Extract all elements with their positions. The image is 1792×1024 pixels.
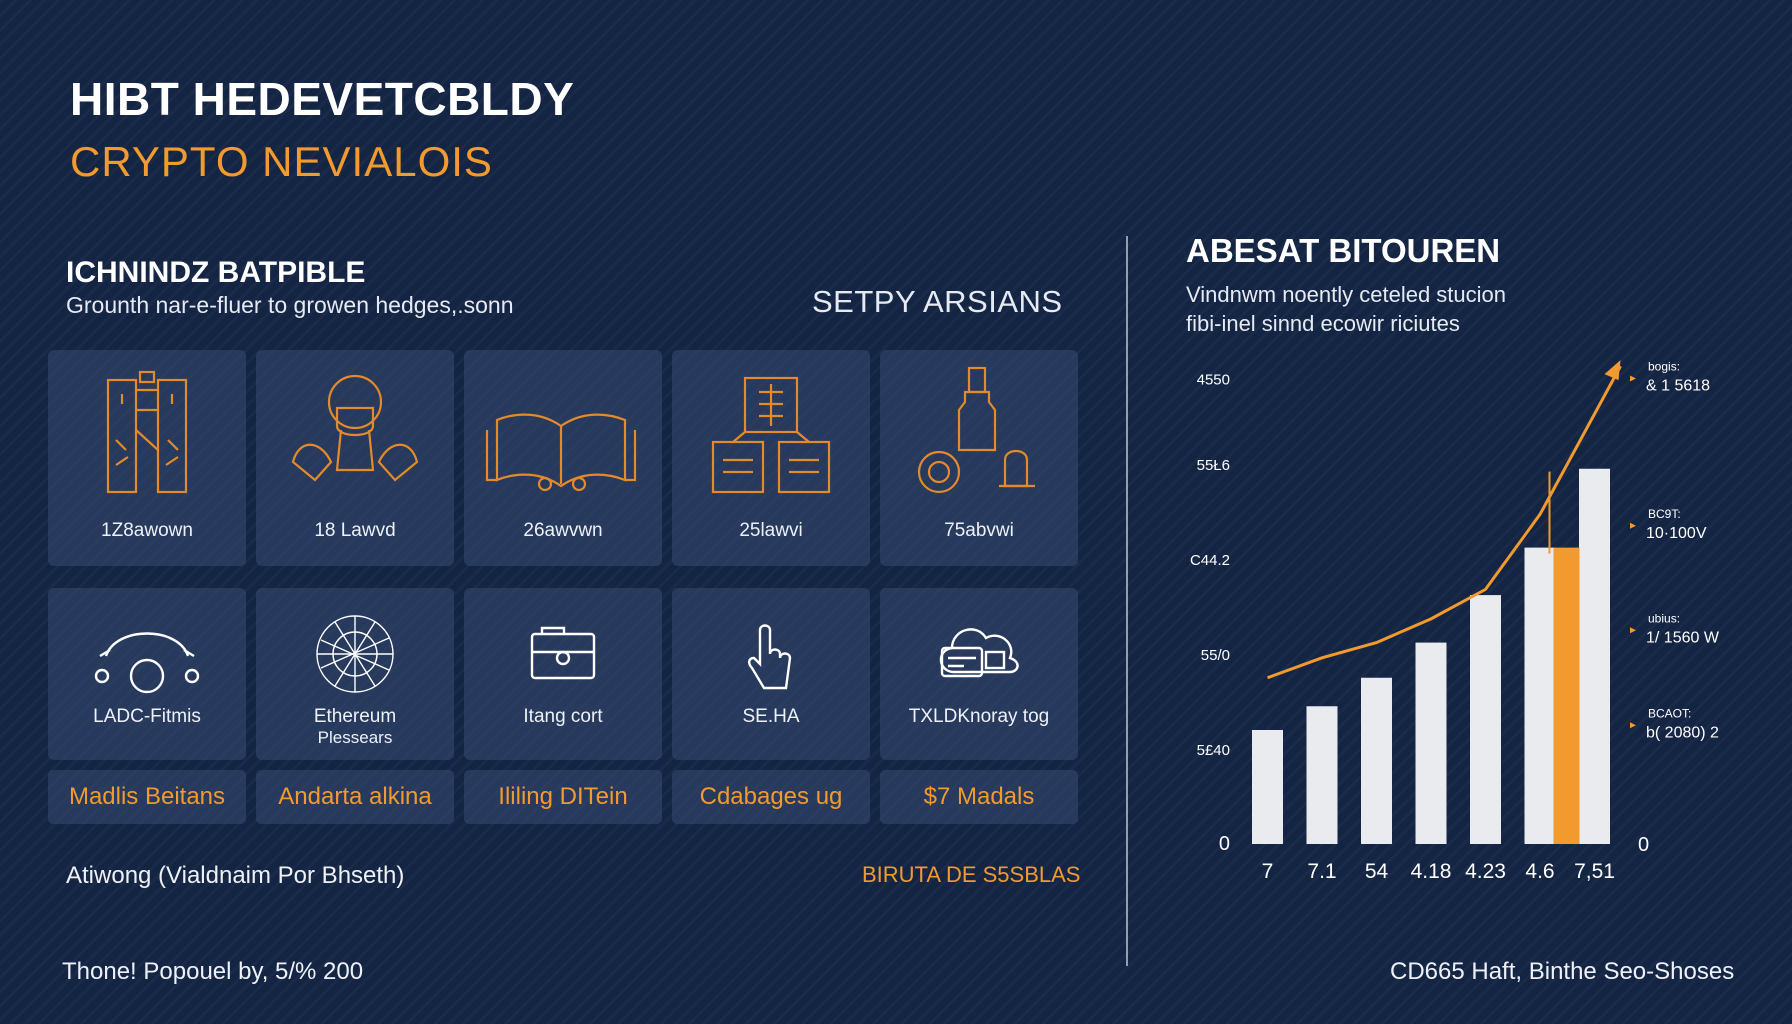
- x-tick-label: 4.23: [1465, 860, 1506, 883]
- highlight-bar: [1553, 547, 1580, 844]
- boxes-icon: [711, 376, 831, 494]
- annotation-marker: [1630, 375, 1636, 382]
- annotation-label: BC9T:: [1648, 507, 1681, 521]
- x-tick-label: 4.18: [1411, 860, 1452, 883]
- page-title: HIBT HEDEVETCBLDY: [70, 73, 575, 125]
- feature-card-1[interactable]: 1Z8awown: [48, 350, 246, 566]
- footer-left-text: Atiwong (Vialdnaim Por Bhseth): [66, 862, 405, 889]
- feature-card-label: 26awvwn: [523, 520, 603, 541]
- tag-3[interactable]: Ililing DITein: [464, 770, 662, 824]
- bar: [1415, 642, 1447, 844]
- x-tick-label: 4.6: [1525, 860, 1554, 883]
- service-card-label: TXLDKnoray tog: [908, 706, 1050, 727]
- service-card-2[interactable]: Ethereum Plessears: [256, 588, 454, 760]
- section-subtitle: Grounth nar-e-fluer to growen hedges,.so…: [66, 292, 514, 318]
- y-tick-label: C44.2: [1190, 552, 1230, 569]
- feature-card-2[interactable]: 18 Lawvd: [256, 350, 454, 566]
- annotation-label: BCAOT:: [1648, 706, 1691, 720]
- x-tick-label: 7: [1262, 860, 1274, 883]
- tag-2[interactable]: Andarta alkina: [256, 770, 454, 824]
- hand-pointer-icon: [748, 624, 792, 690]
- annotation-value: 10·100V: [1646, 525, 1707, 542]
- bar: [1579, 468, 1610, 844]
- wallet-icon: [530, 626, 596, 680]
- cloud-card-icon: [939, 628, 1019, 678]
- service-card-label: LADC-Fitmis: [93, 706, 201, 727]
- globe-mesh-icon: [316, 615, 394, 693]
- service-card-3[interactable]: Itang cort: [464, 588, 662, 760]
- y-tick-label: 55Ł6: [1197, 457, 1230, 474]
- service-card-label: Itang cort: [523, 706, 603, 727]
- y-tick-label: 5£40: [1197, 742, 1230, 759]
- feature-card-5[interactable]: 75abvwi: [880, 350, 1078, 566]
- annotation-value: 1/ 1560 W: [1646, 629, 1720, 646]
- x-tick-label: 54: [1365, 860, 1389, 883]
- annotation-label: ubius:: [1648, 611, 1680, 625]
- service-card-4[interactable]: SE.HA: [672, 588, 870, 760]
- bar: [1524, 547, 1556, 844]
- y-tick-label-right: 0: [1638, 834, 1649, 856]
- service-card-label: Ethereum: [313, 706, 397, 727]
- feature-card-label: 18 Lawvd: [314, 520, 396, 541]
- service-card-5[interactable]: TXLDKnoray tog: [880, 588, 1078, 760]
- vertical-divider: [1126, 236, 1128, 966]
- network-nodes-icon: [94, 632, 200, 694]
- feature-card-label: 75abvwi: [944, 520, 1014, 541]
- feature-card-label: 1Z8awown: [101, 520, 193, 541]
- bar: [1252, 730, 1283, 844]
- bar: [1306, 706, 1338, 844]
- y-tick-label: 4550: [1197, 372, 1230, 389]
- tag-1[interactable]: Madlis Beitans: [48, 770, 246, 824]
- trend-arrow-head: [1604, 360, 1621, 381]
- tag-5[interactable]: $7 Madals: [880, 770, 1078, 824]
- feature-card-4[interactable]: 25lawvi: [672, 350, 870, 566]
- service-card-label-secondary: Plessears: [317, 728, 393, 747]
- feature-card-label: 25lawvi: [739, 520, 803, 541]
- x-tick-label: 7,51: [1574, 860, 1615, 883]
- chart-title: ABESAT BITOUREN: [1186, 232, 1501, 269]
- mask-hands-icon: [291, 374, 419, 482]
- annotation-value: & 1 5618: [1646, 378, 1710, 395]
- annotation-marker: [1630, 722, 1636, 729]
- section-right-label: SETPY ARSIANS: [812, 284, 1063, 319]
- bar: [1470, 595, 1501, 844]
- trend-line: [1266, 365, 1622, 680]
- bar: [1361, 677, 1392, 844]
- annotation-marker: [1630, 522, 1636, 529]
- chart-description-line-1: Vindnwm noently ceteled stucion: [1186, 282, 1507, 307]
- feature-card-3[interactable]: 26awvwn: [464, 350, 662, 566]
- service-card-label: SE.HA: [742, 706, 800, 727]
- building-icon: [106, 370, 188, 494]
- y-tick-label: 0: [1219, 833, 1230, 855]
- annotation-marker: [1630, 627, 1636, 634]
- page-subtitle: CRYPTO NEVIALOIS: [70, 138, 493, 185]
- service-card-1[interactable]: LADC-Fitmis: [48, 588, 246, 760]
- annotation-label: bogis:: [1648, 360, 1680, 374]
- y-tick-label: 55/0: [1201, 647, 1230, 664]
- bottom-left-text: Thone! Popouel by, 5/% 200: [62, 958, 364, 985]
- open-book-icon: [485, 413, 637, 492]
- x-tick-label: 7.1: [1307, 860, 1336, 883]
- bar-chart: 0 5£40 55/0 C44.2 55Ł6 4550 0 7 7.1 54 4.18 4.23 4.6…: [1190, 360, 1720, 884]
- section-title: ICHNINDZ BATPIBLE: [66, 256, 366, 289]
- bottle-coin-icon: [917, 366, 1035, 494]
- bottom-right-text: CD665 Haft, Binthe Seo-Shoses: [1390, 958, 1735, 985]
- footer-right-text: BIRUTA DE S5SBLAS: [862, 862, 1081, 887]
- chart-description-line-2: fibi-inel sinnd ecowir riciutes: [1186, 311, 1460, 336]
- tag-4[interactable]: Cdabages ug: [672, 770, 870, 824]
- annotation-value: b( 2080) 2: [1646, 724, 1719, 741]
